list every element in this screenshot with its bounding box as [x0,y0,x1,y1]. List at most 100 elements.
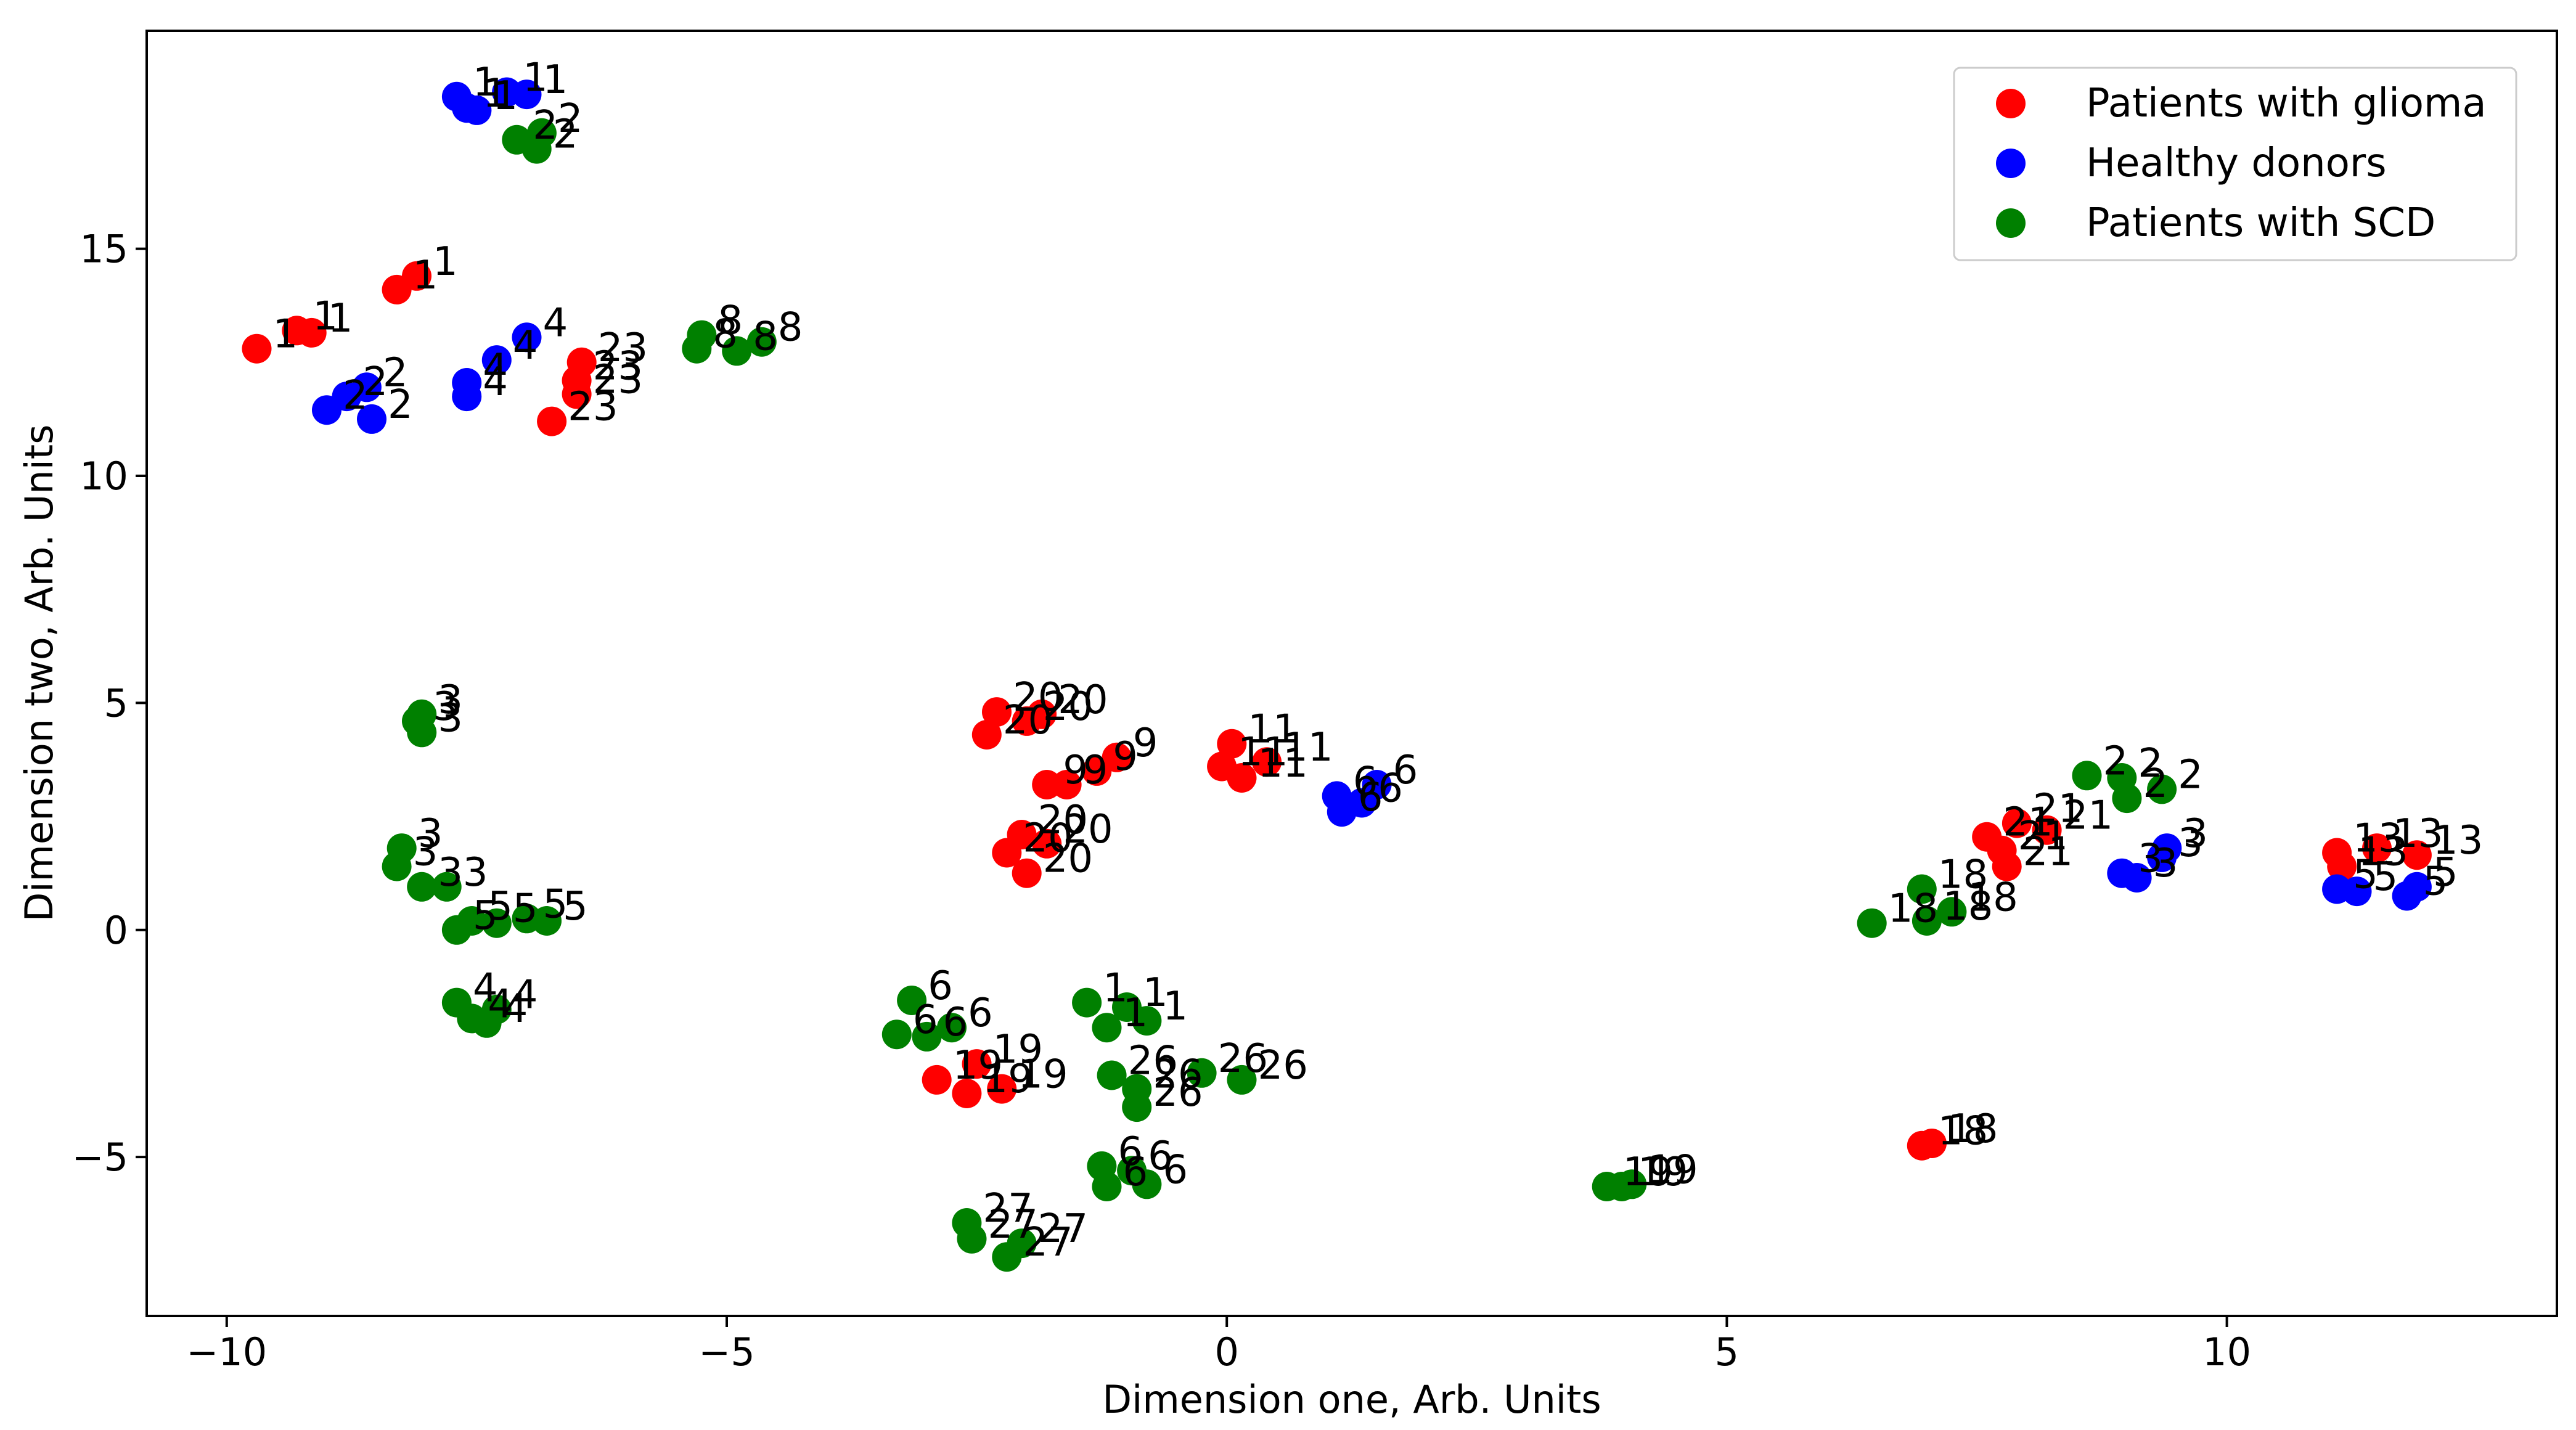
data-point [982,697,1012,727]
data-label: 3 [2153,841,2178,886]
data-label: 20 [1063,807,1113,852]
data-point [1052,770,1082,799]
data-point [1907,874,1937,904]
data-point [687,320,717,350]
data-label: 19 [1648,1147,1698,1193]
data-point [512,322,542,353]
data-label: 2 [383,350,408,396]
data-label: 1 [1103,966,1128,1011]
data-label: 4 [543,300,568,346]
data-label: 23 [568,385,618,430]
data-label: 19 [993,1027,1043,1072]
data-point [2002,808,2032,838]
data-label: 21 [2003,800,2053,846]
data-label: 1 [523,55,548,101]
data-point [1227,1064,1257,1095]
data-point [1252,747,1282,777]
data-label: 26 [1258,1043,1308,1089]
data-point [1617,1169,1647,1199]
data-point [532,906,562,936]
data-point [922,1064,952,1095]
x-tick-label: −5 [698,1330,754,1375]
data-points [242,77,2432,1272]
data-label: 4 [488,981,513,1027]
data-label: 2 [2143,761,2168,807]
data-point [1187,1058,1217,1088]
data-label: 1 [413,253,438,298]
data-label: 3 [438,695,463,741]
data-point [1032,828,1062,859]
data-point [242,333,272,364]
x-tick-label: −10 [186,1330,267,1375]
data-label: 1 [328,296,353,341]
data-point [481,994,512,1024]
data-label: 6 [913,997,938,1043]
data-point [897,986,927,1015]
plot-frame [145,30,2558,1317]
data-label: 26 [1153,1052,1203,1098]
data-label: 4 [513,973,538,1018]
x-tick-label: 10 [2202,1330,2251,1375]
data-label: 8 [713,312,738,358]
data-label: 13 [2393,811,2443,857]
data-label: 4 [483,346,508,391]
data-label: 6 [1148,1134,1173,1179]
data-point [2152,833,2182,864]
data-point [481,908,512,938]
x-tick-label: 0 [1214,1330,1238,1375]
data-label: 3 [2183,811,2208,857]
data-point [722,336,752,366]
data-label: 2 [2178,752,2203,798]
data-point [2327,851,2357,881]
data-point [746,327,777,357]
x-axis-label: Dimension one, Arb. Units [1102,1377,1601,1422]
data-label: 18 [1948,1106,1998,1152]
data-label: 21 [2033,786,2083,832]
data-point [912,1021,942,1052]
data-label: 1 [1143,970,1168,1016]
data-label: 2 [2138,741,2163,786]
data-label: 1 [433,239,458,285]
data-point [952,1079,982,1108]
data-label: 20 [1043,836,1093,882]
data-point [937,1013,967,1043]
data-label: 6 [1118,1129,1143,1175]
data-label: 21 [2018,814,2068,859]
data-label: 9 [1133,721,1158,766]
data-point [1857,908,1887,938]
data-point [2402,872,2432,902]
data-point [512,80,542,110]
data-label: 6 [1353,759,1378,804]
data-label: 26 [1128,1039,1178,1084]
data-label: 21 [2063,793,2113,839]
data-label: 26 [1218,1036,1268,1082]
data-point [526,118,557,148]
x-tick-label: 5 [1715,1330,1739,1375]
data-label: 6 [928,963,953,1009]
data-point [296,317,327,348]
data-point [1027,699,1057,729]
data-point [481,345,512,375]
data-label: 3 [438,850,463,896]
data-point [2112,783,2142,814]
data-label: 1 [483,71,508,116]
data-point [1217,729,1247,759]
legend-label-scd: Patients with SCD [2086,200,2435,246]
data-point [1072,987,1102,1018]
data-label: 3 [413,830,438,875]
data-label: 2 [553,112,578,158]
data-label: 1 [1163,984,1188,1029]
data-point [2342,876,2372,907]
data-label: 1 [273,312,298,358]
y-tick-label: 10 [80,454,128,499]
data-label: 3 [2138,836,2163,882]
data-label: 2 [533,103,558,149]
data-point [2402,840,2432,870]
data-label: 6 [1163,1147,1188,1193]
data-point [1102,742,1132,772]
data-point [2362,833,2392,864]
data-label: 2 [363,359,388,405]
data-label: 1 [543,57,568,103]
data-point [1092,1013,1122,1043]
data-label: 20 [1013,675,1063,721]
